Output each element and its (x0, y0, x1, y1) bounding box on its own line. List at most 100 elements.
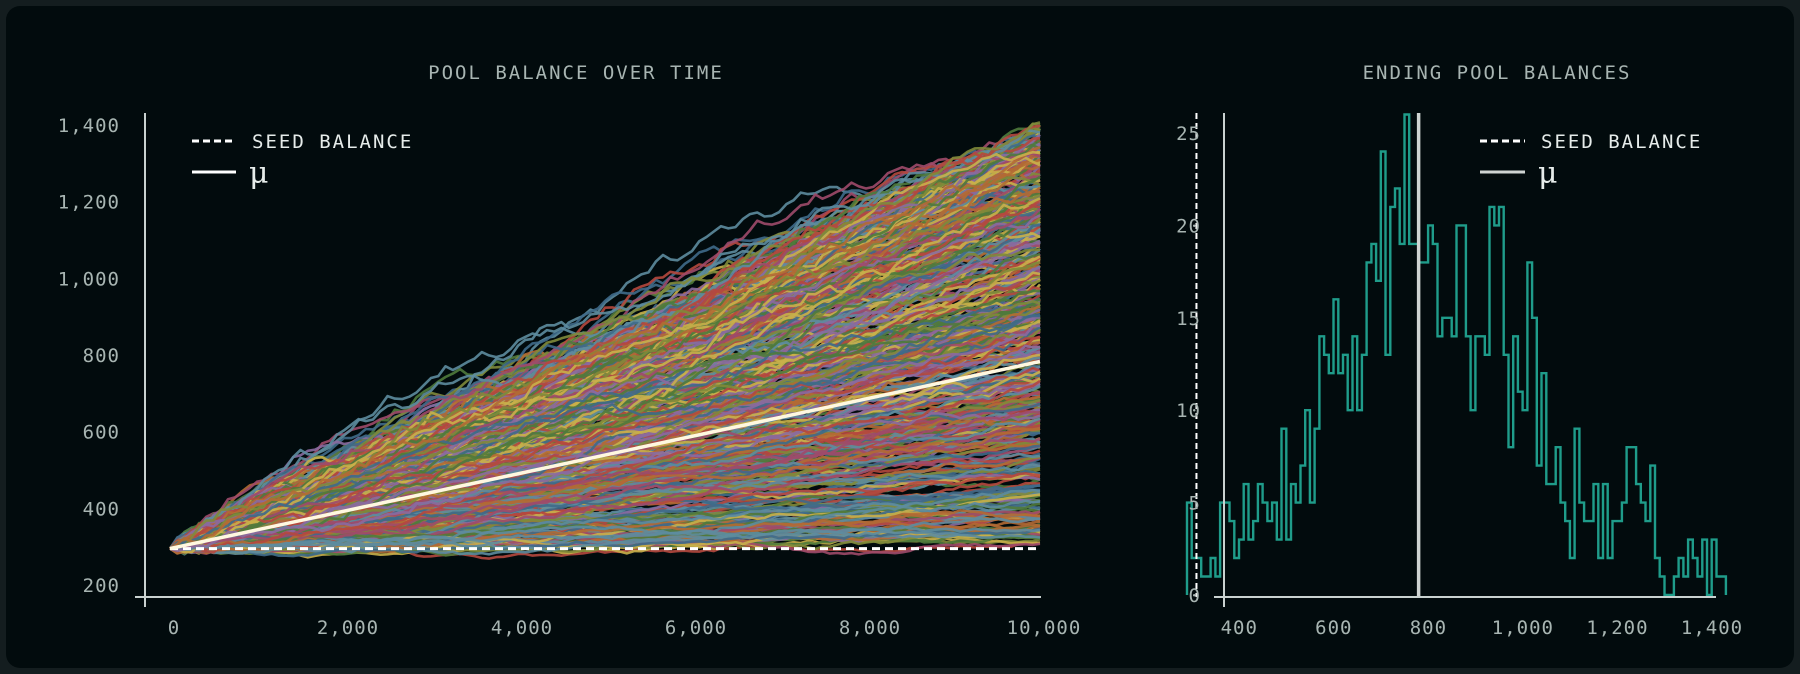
histogram-bar (1546, 484, 1551, 595)
histogram-bar (1225, 503, 1230, 595)
histogram-bar (1319, 336, 1324, 595)
histogram-bar (1305, 410, 1310, 595)
histogram-bar (1371, 244, 1376, 595)
simulation-path (169, 335, 1041, 550)
histogram-bar (1300, 466, 1305, 595)
simulation-path (169, 488, 1041, 551)
simulation-path (169, 150, 1041, 554)
histogram-bar (1239, 540, 1244, 595)
simulation-path (169, 410, 1041, 550)
histogram-bar (1386, 355, 1391, 595)
histogram-bar (1324, 355, 1329, 595)
right-x-tick-label: 1,000 (1492, 617, 1554, 639)
simulation-path (169, 211, 1041, 552)
histogram-bar (1575, 429, 1580, 595)
right-x-tick-label: 400 (1221, 617, 1258, 639)
histogram-bar (1542, 373, 1547, 595)
histogram-bar (1395, 188, 1400, 595)
histogram-bar (1622, 503, 1627, 595)
right-y-tick-label: 20 (1176, 215, 1201, 237)
histogram-bar (1712, 540, 1717, 595)
histogram-bar (1466, 336, 1471, 595)
simulation-path (169, 152, 1041, 550)
histogram-bar (1674, 577, 1679, 595)
histogram-bar (1352, 336, 1357, 595)
histogram-bar (1428, 225, 1433, 595)
left-y-tick-label: 1,400 (58, 115, 120, 137)
balance-over-time-chart: POOL BALANCE OVER TIME 200 400 600 800 1,000… (58, 62, 1082, 639)
histogram-bar (1636, 484, 1641, 595)
histogram-bar (1693, 558, 1698, 595)
simulation-path (169, 208, 1041, 550)
histogram-bar (1329, 373, 1334, 595)
right-y-tick-label: 5 (1189, 493, 1201, 515)
histogram-bar (1513, 336, 1518, 595)
histogram-bar (1438, 336, 1443, 595)
mean-line (169, 359, 1041, 551)
left-y-tick-label: 1,200 (58, 192, 120, 214)
simulation-path (169, 297, 1041, 550)
right-chart-title: ENDING POOL BALANCES (1363, 62, 1632, 84)
histogram-bar (1267, 521, 1272, 595)
histogram-bar (1589, 521, 1594, 595)
histogram-bar (1494, 225, 1499, 595)
right-x-tick-label: 1,200 (1586, 617, 1648, 639)
simulation-path (169, 528, 1041, 551)
histogram-bar (1447, 318, 1452, 595)
left-x-tick-label: 6,000 (665, 617, 727, 639)
histogram-bar (1579, 503, 1584, 595)
histogram-bar (1258, 484, 1263, 595)
histogram-outline (1185, 113, 1728, 597)
right-x-tick-label: 800 (1410, 617, 1447, 639)
histogram-bar (1617, 521, 1622, 595)
histogram-bar (1508, 447, 1513, 595)
histogram-bar (1282, 429, 1287, 595)
legend-seed-balance-label: SEED BALANCE (252, 131, 413, 153)
histogram-bar (1381, 151, 1386, 595)
legend-mean-label: μ (1538, 156, 1558, 191)
histogram-bar (1603, 484, 1608, 595)
left-axes: 200 400 600 800 1,000 1,200 1,400 0 2,000 4,000 6,… (58, 113, 1082, 639)
histogram-bar (1291, 484, 1296, 595)
histogram-bar (1362, 355, 1367, 595)
left-x-tick-label: 10,000 (1007, 617, 1082, 639)
histogram-bar (1475, 336, 1480, 595)
left-y-tick-label: 400 (83, 498, 120, 520)
histogram-bar (1404, 115, 1409, 595)
histogram-bar (1390, 207, 1395, 595)
histogram-bar (1310, 503, 1315, 595)
histogram-bar (1565, 521, 1570, 595)
histogram-bar (1721, 577, 1726, 595)
histogram-bar (1560, 503, 1565, 595)
histogram-bar (1338, 373, 1343, 595)
histogram-bar (1523, 410, 1528, 595)
histogram-bar (1660, 577, 1665, 595)
histogram-bar (1570, 558, 1575, 595)
histogram-bar (1655, 558, 1660, 595)
simulation-path (169, 189, 1041, 550)
histogram-bar (1272, 503, 1277, 595)
histogram-bars (1185, 113, 1728, 597)
histogram-bar (1532, 318, 1537, 595)
histogram-bar (1376, 281, 1381, 595)
left-y-tick-label: 600 (83, 422, 120, 444)
histogram-bar (1263, 503, 1268, 595)
histogram-bar (1357, 410, 1362, 595)
histogram-bar (1452, 336, 1457, 595)
right-y-tick-label: 15 (1176, 308, 1201, 330)
right-x-tick-label: 600 (1315, 617, 1352, 639)
left-x-tick-label: 0 (168, 617, 180, 639)
histogram-bar (1367, 262, 1372, 595)
simulation-path (169, 303, 1041, 550)
histogram-bar (1206, 577, 1211, 595)
simulation-paths (168, 121, 1042, 560)
histogram-bar (1631, 447, 1636, 595)
histogram-bar (1248, 540, 1253, 595)
left-y-tick-label: 800 (83, 345, 120, 367)
histogram-bar (1679, 558, 1684, 595)
histogram-bar (1230, 521, 1235, 595)
histogram-bar (1537, 466, 1542, 595)
histogram-bar (1211, 558, 1216, 595)
histogram-bar (1471, 410, 1476, 595)
histogram-bar (1334, 299, 1339, 595)
